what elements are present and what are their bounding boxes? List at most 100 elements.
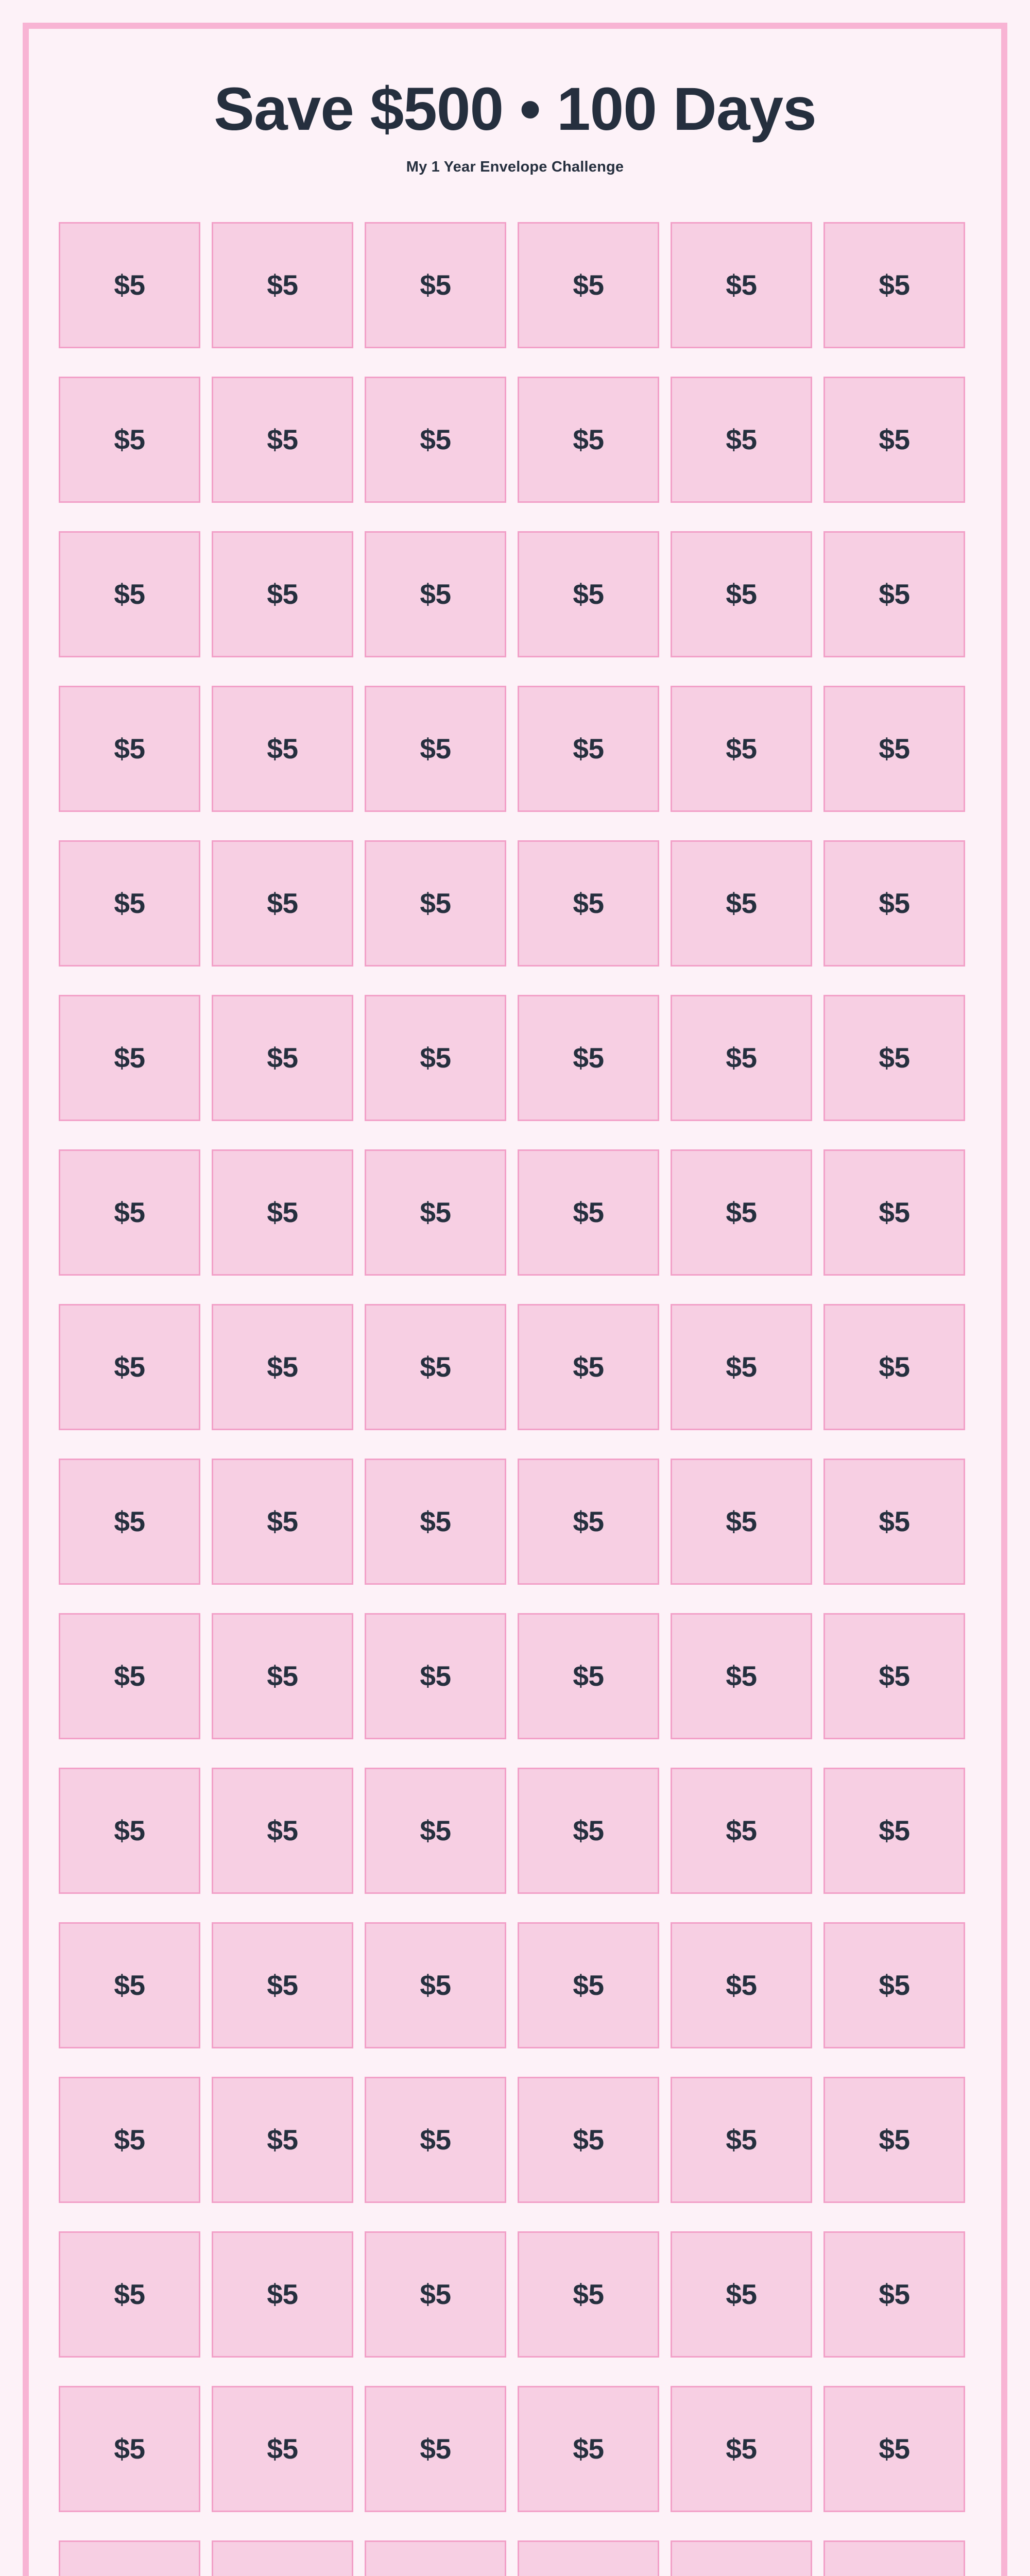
envelope-cell[interactable]: $5 <box>518 1613 659 1740</box>
envelope-cell[interactable]: $5 <box>59 840 200 967</box>
envelope-cell[interactable]: $5 <box>212 531 353 658</box>
envelope-cell[interactable]: $5 <box>59 377 200 503</box>
envelope-cell[interactable]: $5 <box>518 2231 659 2358</box>
envelope-cell[interactable]: $5 <box>59 686 200 812</box>
envelope-cell[interactable]: $5 <box>212 995 353 1122</box>
envelope-cell[interactable]: $5 <box>518 2386 659 2513</box>
envelope-cell[interactable]: $5 <box>365 1304 506 1431</box>
envelope-cell[interactable]: $5 <box>518 2540 659 2576</box>
envelope-cell[interactable]: $5 <box>365 1768 506 1894</box>
envelope-cell[interactable]: $5 <box>365 531 506 658</box>
envelope-cell[interactable]: $5 <box>212 377 353 503</box>
envelope-cell[interactable]: $5 <box>823 1304 965 1431</box>
envelope-cell[interactable]: $5 <box>823 531 965 658</box>
envelope-cell[interactable]: $5 <box>365 377 506 503</box>
envelope-cell[interactable]: $5 <box>59 995 200 1122</box>
envelope-cell[interactable]: $5 <box>671 1613 812 1740</box>
envelope-amount: $5 <box>114 2124 145 2156</box>
envelope-cell[interactable]: $5 <box>59 1459 200 1585</box>
envelope-cell[interactable]: $5 <box>212 1149 353 1276</box>
envelope-cell[interactable]: $5 <box>518 1149 659 1276</box>
envelope-cell[interactable]: $5 <box>212 840 353 967</box>
envelope-cell[interactable]: $5 <box>212 222 353 349</box>
envelope-cell[interactable]: $5 <box>823 1768 965 1894</box>
envelope-cell[interactable]: $5 <box>365 1613 506 1740</box>
envelope-cell[interactable]: $5 <box>212 686 353 812</box>
envelope-cell[interactable]: $5 <box>671 377 812 503</box>
envelope-cell[interactable]: $5 <box>518 995 659 1122</box>
envelope-cell[interactable]: $5 <box>823 1459 965 1585</box>
envelope-cell[interactable]: $5 <box>823 2540 965 2576</box>
envelope-cell[interactable]: $5 <box>823 995 965 1122</box>
envelope-cell[interactable]: $5 <box>365 1459 506 1585</box>
envelope-cell[interactable]: $5 <box>365 1149 506 1276</box>
envelope-cell[interactable]: $5 <box>518 222 659 349</box>
envelope-cell[interactable]: $5 <box>212 1304 353 1431</box>
envelope-cell[interactable]: $5 <box>518 1768 659 1894</box>
envelope-cell[interactable]: $5 <box>823 377 965 503</box>
envelope-cell[interactable]: $5 <box>59 2386 200 2513</box>
envelope-amount: $5 <box>267 1815 298 1847</box>
envelope-cell[interactable]: $5 <box>365 2077 506 2204</box>
envelope-cell[interactable]: $5 <box>823 840 965 967</box>
envelope-cell[interactable]: $5 <box>365 2386 506 2513</box>
envelope-cell[interactable]: $5 <box>59 2077 200 2204</box>
envelope-cell[interactable]: $5 <box>365 222 506 349</box>
envelope-cell[interactable]: $5 <box>671 1768 812 1894</box>
envelope-cell[interactable]: $5 <box>671 2540 812 2576</box>
envelope-cell[interactable]: $5 <box>823 1149 965 1276</box>
envelope-cell[interactable]: $5 <box>212 1922 353 2049</box>
envelope-cell[interactable]: $5 <box>671 2077 812 2204</box>
envelope-cell[interactable]: $5 <box>365 2231 506 2358</box>
envelope-cell[interactable]: $5 <box>671 1459 812 1585</box>
envelope-cell[interactable]: $5 <box>518 377 659 503</box>
envelope-cell[interactable]: $5 <box>671 686 812 812</box>
envelope-cell[interactable]: $5 <box>518 1922 659 2049</box>
envelope-cell[interactable]: $5 <box>671 995 812 1122</box>
envelope-cell[interactable]: $5 <box>823 222 965 349</box>
envelope-cell[interactable]: $5 <box>518 686 659 812</box>
envelope-cell[interactable]: $5 <box>518 840 659 967</box>
envelope-cell[interactable]: $5 <box>823 2231 965 2358</box>
envelope-cell[interactable]: $5 <box>823 2077 965 2204</box>
envelope-cell[interactable]: $5 <box>212 1459 353 1585</box>
envelope-cell[interactable]: $5 <box>365 1922 506 2049</box>
envelope-cell[interactable]: $5 <box>212 2231 353 2358</box>
envelope-cell[interactable]: $5 <box>823 1922 965 2049</box>
envelope-cell[interactable]: $5 <box>59 1613 200 1740</box>
envelope-cell[interactable]: $5 <box>671 2386 812 2513</box>
envelope-cell[interactable]: $5 <box>59 531 200 658</box>
envelope-cell[interactable]: $5 <box>212 1613 353 1740</box>
envelope-cell[interactable]: $5 <box>823 2386 965 2513</box>
envelope-cell[interactable]: $5 <box>365 686 506 812</box>
envelope-cell[interactable]: $5 <box>212 2077 353 2204</box>
envelope-cell[interactable]: $5 <box>518 1459 659 1585</box>
envelope-cell[interactable]: $5 <box>59 2231 200 2358</box>
envelope-grid: $5 $5 $5 $5 $5 $5 $5 $5 $5 $5 $5 $5 $5 $5 $5 $5 $5 $5 $5 $5… <box>59 222 971 2576</box>
envelope-cell[interactable]: $5 <box>59 2540 200 2576</box>
envelope-cell[interactable]: $5 <box>518 1304 659 1431</box>
envelope-cell[interactable]: $5 <box>671 222 812 349</box>
envelope-cell[interactable]: $5 <box>212 1768 353 1894</box>
envelope-cell[interactable]: $5 <box>671 840 812 967</box>
envelope-cell[interactable]: $5 <box>671 1304 812 1431</box>
envelope-amount: $5 <box>420 1042 451 1074</box>
envelope-cell[interactable]: $5 <box>671 2231 812 2358</box>
envelope-cell[interactable]: $5 <box>365 2540 506 2576</box>
envelope-cell[interactable]: $5 <box>59 1304 200 1431</box>
envelope-cell[interactable]: $5 <box>365 840 506 967</box>
envelope-cell[interactable]: $5 <box>59 1149 200 1276</box>
envelope-cell[interactable]: $5 <box>671 1922 812 2049</box>
envelope-cell[interactable]: $5 <box>59 1768 200 1894</box>
envelope-cell[interactable]: $5 <box>59 222 200 349</box>
envelope-cell[interactable]: $5 <box>59 1922 200 2049</box>
envelope-cell[interactable]: $5 <box>518 531 659 658</box>
envelope-cell[interactable]: $5 <box>823 1613 965 1740</box>
envelope-cell[interactable]: $5 <box>365 995 506 1122</box>
envelope-cell[interactable]: $5 <box>212 2540 353 2576</box>
envelope-cell[interactable]: $5 <box>671 1149 812 1276</box>
envelope-cell[interactable]: $5 <box>671 531 812 658</box>
envelope-cell[interactable]: $5 <box>212 2386 353 2513</box>
envelope-cell[interactable]: $5 <box>518 2077 659 2204</box>
envelope-cell[interactable]: $5 <box>823 686 965 812</box>
